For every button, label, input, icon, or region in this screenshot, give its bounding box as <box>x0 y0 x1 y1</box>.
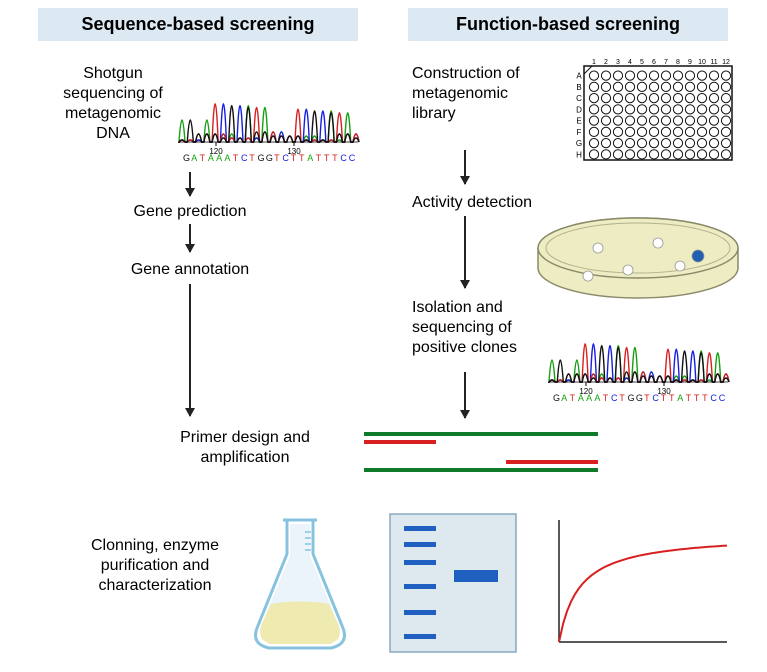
svg-text:G: G <box>576 139 582 148</box>
svg-text:B: B <box>576 83 581 92</box>
svg-text:T: T <box>694 393 700 403</box>
svg-text:G: G <box>553 393 560 403</box>
header-function: Function-based screening <box>408 8 728 41</box>
svg-text:8: 8 <box>676 59 680 66</box>
svg-text:6: 6 <box>652 59 656 66</box>
arrow-4 <box>464 150 466 184</box>
svg-text:10: 10 <box>698 59 706 66</box>
svg-text:A: A <box>677 393 683 403</box>
svg-text:A: A <box>208 153 214 163</box>
svg-text:T: T <box>200 153 206 163</box>
svg-text:C: C <box>611 393 618 403</box>
svg-text:D: D <box>576 105 582 114</box>
svg-text:C: C <box>340 153 347 163</box>
svg-text:A: A <box>307 153 313 163</box>
svg-text:1: 1 <box>592 59 596 66</box>
svg-text:C: C <box>710 393 717 403</box>
label-construction: Construction ofmetagenomiclibrary <box>412 64 562 124</box>
svg-text:G: G <box>183 153 190 163</box>
svg-text:A: A <box>586 393 592 403</box>
header-sequence: Sequence-based screening <box>38 8 358 41</box>
svg-text:T: T <box>603 393 609 403</box>
svg-text:4: 4 <box>628 59 632 66</box>
svg-text:A: A <box>561 393 567 403</box>
svg-text:H: H <box>576 150 582 159</box>
svg-text:T: T <box>619 393 625 403</box>
label-cloning: Clonning, enzymepurification andcharacte… <box>70 536 240 596</box>
svg-text:T: T <box>332 153 338 163</box>
svg-text:3: 3 <box>616 59 620 66</box>
label-shotgun: Shotgunsequencing ofmetagenomicDNA <box>48 64 178 144</box>
svg-text:T: T <box>570 393 576 403</box>
svg-text:T: T <box>274 153 280 163</box>
arrow-6 <box>464 372 466 418</box>
svg-text:G: G <box>258 153 265 163</box>
svg-text:G: G <box>266 153 273 163</box>
svg-text:F: F <box>577 128 582 137</box>
svg-text:T: T <box>644 393 650 403</box>
kinetics-curve <box>545 512 733 654</box>
svg-text:T: T <box>249 153 255 163</box>
svg-text:T: T <box>291 153 297 163</box>
svg-text:E: E <box>576 117 581 126</box>
svg-text:C: C <box>576 94 582 103</box>
svg-text:7: 7 <box>664 59 668 66</box>
chromatogram-right: 120130GATAAATCTGGTCTTATTTCC <box>548 296 730 404</box>
petri-dish <box>533 198 743 303</box>
svg-text:C: C <box>282 153 289 163</box>
arrow-3 <box>189 284 191 416</box>
gel-image <box>388 512 518 654</box>
svg-text:9: 9 <box>688 59 692 66</box>
svg-text:G: G <box>628 393 635 403</box>
svg-text:T: T <box>702 393 708 403</box>
chromatogram-left: 120130GATAAATCTGGTCTTATTTCC <box>178 56 360 164</box>
label-primer: Primer design andamplification <box>160 428 330 468</box>
svg-text:C: C <box>241 153 248 163</box>
primer-diagram <box>356 420 606 482</box>
svg-text:A: A <box>576 72 582 81</box>
header-sequence-text: Sequence-based screening <box>81 14 314 34</box>
svg-text:G: G <box>636 393 643 403</box>
svg-text:11: 11 <box>710 59 717 66</box>
svg-text:T: T <box>233 153 239 163</box>
arrow-2 <box>189 224 191 252</box>
well-plate: 123456789101112ABCDEFGH <box>568 56 736 164</box>
svg-text:A: A <box>594 393 600 403</box>
label-gene-prediction: Gene prediction <box>110 202 270 222</box>
label-isolation: Isolation andsequencing ofpositive clone… <box>412 298 562 358</box>
svg-text:12: 12 <box>722 59 730 66</box>
svg-text:A: A <box>578 393 584 403</box>
svg-text:A: A <box>216 153 222 163</box>
svg-text:C: C <box>652 393 659 403</box>
arrow-1 <box>189 172 191 196</box>
svg-text:A: A <box>191 153 197 163</box>
header-function-text: Function-based screening <box>456 14 680 34</box>
flask-icon <box>245 510 355 654</box>
svg-text:T: T <box>661 393 667 403</box>
svg-text:A: A <box>224 153 230 163</box>
svg-text:T: T <box>316 153 322 163</box>
svg-text:T: T <box>324 153 330 163</box>
svg-text:T: T <box>299 153 305 163</box>
svg-text:T: T <box>686 393 692 403</box>
svg-text:C: C <box>719 393 726 403</box>
arrow-5 <box>464 216 466 288</box>
svg-text:5: 5 <box>640 59 644 66</box>
svg-text:2: 2 <box>604 59 608 66</box>
svg-text:C: C <box>349 153 356 163</box>
svg-text:T: T <box>669 393 675 403</box>
label-gene-annotation: Gene annotation <box>110 260 270 280</box>
